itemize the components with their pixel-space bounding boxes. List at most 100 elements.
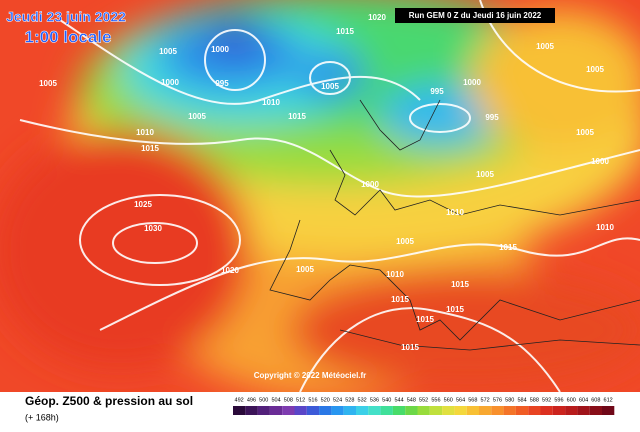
isobar-label: 995 [430,87,444,96]
colorbar-label: 612 [604,397,613,403]
colorbar-label: 608 [591,397,600,403]
isobar-label: 1000 [361,180,379,189]
colorbar-swatch [306,406,320,415]
colorbar-swatch [380,406,393,415]
colorbar-label: 536 [370,397,379,403]
colorbar-label: 512 [296,397,305,403]
colorbar-swatch [515,406,529,415]
run-label: Run GEM 0 Z du Jeudi 16 juin 2022 [409,11,542,20]
colorbar-label: 584 [517,397,526,403]
isobar-label: 1005 [321,82,339,91]
isobar-label: 995 [485,113,499,122]
footer-lead: (+ 168h) [25,412,59,422]
colorbar-swatch [491,406,504,415]
colorbar-label: 508 [284,397,293,403]
colorbar-swatch [294,406,307,415]
colorbar-swatch [392,406,406,415]
isobar-label: 1000 [591,157,609,166]
colorbar-label: 576 [493,397,502,403]
isobar-label: 1015 [446,305,464,314]
colorbar-label: 600 [567,397,576,403]
isobar-label: 1005 [586,65,604,74]
colorbar-swatch [368,406,381,415]
isobar-label: 1015 [401,343,419,352]
isobar-label: 1015 [141,144,159,153]
time: 1:00 locale [25,27,112,46]
map-field: Jeudi 23 juin 2022 1:00 locale Run GEM 0… [0,0,640,392]
colorbar-swatch [552,406,566,415]
colorbar-label: 524 [333,397,342,403]
isobar-label: 1000 [463,78,481,87]
colorbar-label: 492 [235,397,244,403]
isobar-label: 1005 [396,237,414,246]
colorbar-label: 596 [554,397,563,403]
isobar-label: 1025 [134,200,152,209]
isobar-label: 1020 [368,13,386,22]
colorbar-label: 532 [358,397,367,403]
colorbar-label: 592 [542,397,551,403]
run-box [395,8,555,23]
colorbar-swatch [405,406,418,415]
colorbar-swatch [331,406,344,415]
isobar-label: 1005 [536,42,554,51]
colorbar-swatch [417,406,430,415]
colorbar-swatch [602,406,615,415]
colorbar-label: 556 [431,397,440,403]
date: Jeudi 23 juin 2022 [6,9,126,25]
colorbar-swatch [454,406,467,415]
isobar-label: 1015 [336,27,354,36]
colorbar-swatch [429,406,443,415]
isobar-label: 1005 [296,265,314,274]
colorbar-label: 540 [382,397,391,403]
isobar-label: 1015 [288,112,306,121]
colorbar-swatch [442,406,455,415]
colorbar-swatch [565,406,578,415]
colorbar-swatch [257,406,270,415]
isobar-label: 1020 [221,266,239,275]
colorbar-swatch [343,406,356,415]
isobar-label: 1000 [161,78,179,87]
colorbar-swatch [589,406,602,415]
isobar-label: 1015 [391,295,409,304]
isobar-label: 1000 [211,45,229,54]
copyright: Copyright © 2022 Météociel.fr [254,371,367,380]
colorbar-swatch [282,406,295,415]
colorbar-label: 580 [505,397,514,403]
colorbar-label: 496 [247,397,256,403]
colorbar-swatch [503,406,516,415]
isobar-label: 1010 [386,270,404,279]
isobar-label: 995 [215,79,229,88]
colorbar-label: 504 [271,397,280,403]
colorbar-swatch [540,406,553,415]
colorbar-label: 516 [308,397,317,403]
colorbar-label: 572 [481,397,490,403]
colorbar-label: 552 [419,397,428,403]
isobar-label: 1010 [596,223,614,232]
colorbar-label: 560 [444,397,453,403]
isobar-label: 1005 [39,79,57,88]
footer-title: Géop. Z500 & pression au sol [25,394,193,408]
isobar-label: 1015 [416,315,434,324]
colorbar-swatch [356,406,369,415]
colorbar-label: 520 [321,397,330,403]
isobar-label: 1010 [136,128,154,137]
isobar-label: 1005 [576,128,594,137]
colorbar-label: 564 [456,397,465,403]
isobar-label: 1010 [262,98,280,107]
colorbar-label: 548 [407,397,416,403]
isobar-label: 1005 [159,47,177,56]
colorbar-label: 544 [394,397,403,403]
colorbar-swatch [269,406,283,415]
colorbar-swatch [245,406,258,415]
isobar-label: 1005 [188,112,206,121]
colorbar-swatch [466,406,479,415]
isobar-label: 1015 [451,280,469,289]
isobar-label: 1030 [144,224,162,233]
colorbar-label: 500 [259,397,268,403]
colorbar-label: 528 [345,397,354,403]
colorbar-label: 588 [530,397,539,403]
colorbar-swatch [319,406,332,415]
colorbar-label: 604 [579,397,588,403]
isobar-label: 1010 [446,208,464,217]
